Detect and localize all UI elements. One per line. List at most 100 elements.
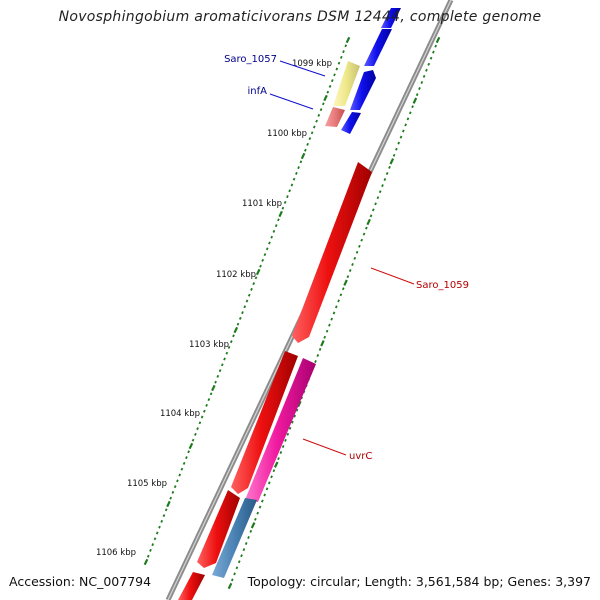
- ruler-outer-tick: [328, 323, 331, 327]
- ruler-inner-tick: [227, 345, 231, 349]
- ruler-inner-tick: [187, 450, 191, 454]
- ruler-outer-tick: [242, 548, 246, 552]
- ruler-inner-tick: [198, 421, 202, 425]
- ruler-inner-tick: [263, 253, 267, 257]
- ruler-inner-tick: [292, 177, 296, 181]
- ruler-inner-tick: [162, 514, 166, 518]
- ruler-outer-tick: [404, 123, 408, 127]
- ruler-outer-tick: [351, 263, 354, 266]
- ruler-inner-tick: [344, 44, 348, 48]
- ruler-inner-tick: [270, 235, 274, 239]
- ruler-inner-tick: [151, 543, 155, 547]
- ruler-inner-tick: [149, 548, 152, 552]
- ruler-outer-tick: [366, 218, 371, 226]
- ruler-outer-tick: [263, 493, 267, 497]
- ruler-outer-tick: [371, 208, 375, 212]
- gene-label-infa[interactable]: infA: [248, 86, 268, 97]
- ruler-outer-tick: [279, 450, 283, 455]
- ruler-inner-tick: [146, 554, 150, 558]
- ruler-outer-tick: [355, 250, 359, 254]
- gene-label-saro-1057[interactable]: Saro_1057: [224, 54, 277, 65]
- ruler-inner-tick: [200, 415, 204, 419]
- ruler-inner-tick: [211, 384, 216, 392]
- ruler-inner-tick: [337, 61, 341, 65]
- ruler-outer-tick: [343, 279, 348, 286]
- ruler-inner-tick: [259, 264, 262, 268]
- ruler-inner-tick: [194, 432, 197, 436]
- ruler-outer-tick: [406, 117, 410, 121]
- ruler-outer-tick: [401, 129, 405, 133]
- genome-title: Novosphingobium aromaticivorans DSM 1244…: [58, 9, 542, 25]
- ruler-inner-tick: [225, 351, 229, 355]
- ruler-inner-tick: [238, 316, 242, 320]
- ruler-outer-tick: [383, 177, 387, 182]
- ruler-outer-tick: [392, 153, 396, 157]
- ruler-outer-tick: [374, 202, 377, 206]
- ruler-outer-tick: [358, 244, 361, 248]
- ruler-outer-tick: [334, 305, 338, 309]
- ruler-outer-tick: [427, 62, 431, 66]
- ruler-inner-tick: [173, 485, 177, 489]
- gene-label-uvrC[interactable]: uvrC: [349, 451, 372, 462]
- ruler-inner-tick: [207, 398, 211, 402]
- ruler-inner-tick: [250, 287, 253, 291]
- ruler-outer-tick: [348, 269, 352, 272]
- ruler-inner-tick: [155, 531, 159, 535]
- ruler-outer-tick: [385, 171, 389, 176]
- ruler-outer-tick: [291, 420, 294, 424]
- ruler-outer-tick: [281, 444, 285, 449]
- ruler-inner-tick: [202, 409, 206, 413]
- ruler-outer-tick: [272, 469, 276, 473]
- forward-gene-3: [341, 112, 361, 134]
- ruler-inner-tick: [209, 392, 213, 396]
- ruler-inner-tick: [323, 94, 328, 102]
- ruler-outer-tick: [389, 158, 395, 165]
- ruler-inner-tick: [281, 206, 285, 210]
- ruler-inner-tick: [164, 508, 168, 512]
- ruler-inner-axis: [143, 36, 351, 566]
- ruler-inner-tick: [342, 50, 345, 54]
- ruler-inner-tick: [315, 119, 318, 123]
- ruler-outer-tick: [420, 81, 424, 84]
- ruler-outer-tick: [415, 93, 419, 97]
- ruler-outer-tick: [369, 214, 373, 218]
- ruler-inner-tick: [188, 442, 194, 450]
- saro-1059-leader: [370, 267, 415, 285]
- ruler-tick-label: 1100 kbp: [267, 129, 307, 139]
- ruler-inner-tick: [261, 258, 265, 262]
- ruler-outer-tick: [408, 111, 412, 115]
- ruler-outer-tick: [249, 529, 253, 533]
- steel-gene: [212, 498, 257, 578]
- ruler-inner-tick: [158, 525, 161, 529]
- reverse-gene-3: [197, 490, 240, 568]
- ruler-tick-label: 1103 kbp: [189, 340, 229, 350]
- ruler-outer-tick: [435, 36, 441, 44]
- accession-label: Accession: NC_007794: [9, 574, 152, 589]
- ruler-tick-label: 1102 kbp: [216, 270, 256, 280]
- ruler-tick-label: 1101 kbp: [242, 199, 282, 209]
- ruler-inner-tick: [252, 282, 256, 286]
- gene-label-saro-1059[interactable]: Saro_1059: [416, 280, 469, 291]
- ruler-outer-tick: [378, 190, 382, 194]
- ruler-inner-tick: [176, 479, 179, 483]
- ruler-outer-tick: [381, 184, 384, 188]
- ruler-inner-tick: [153, 537, 157, 541]
- ruler-outer-tick: [250, 522, 256, 529]
- ruler-inner-tick: [308, 137, 312, 141]
- ruler-outer-tick: [233, 572, 236, 576]
- ruler-inner-tick: [312, 125, 316, 129]
- saro-1057-leader: [279, 60, 326, 77]
- ruler-inner-tick: [297, 166, 300, 170]
- ruler-outer-tick: [230, 578, 234, 582]
- ruler-inner-tick: [255, 268, 261, 276]
- ruler-outer-tick: [258, 505, 262, 509]
- ruler-outer-tick: [325, 329, 329, 333]
- ruler-inner-tick: [286, 195, 289, 199]
- reverse-gene-4: [178, 572, 205, 600]
- ruler-outer-tick: [412, 97, 418, 104]
- ruler-inner-tick: [160, 519, 164, 523]
- ruler-inner-tick: [317, 113, 321, 117]
- ruler-outer-tick: [297, 400, 302, 408]
- infa-leader: [269, 93, 314, 110]
- ruler-outer-tick: [293, 414, 297, 418]
